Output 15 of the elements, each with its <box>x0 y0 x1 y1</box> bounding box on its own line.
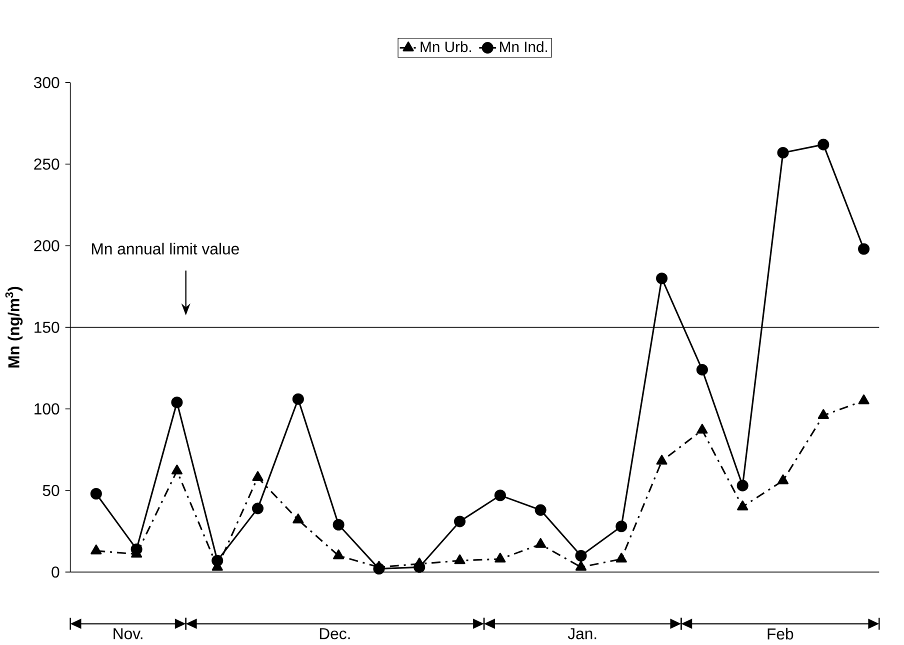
legend-label: Mn Ind. <box>500 41 548 52</box>
y-tick-label: 200 <box>34 240 60 252</box>
text: Dec. <box>320 628 350 640</box>
annotation: Mn annual limit value <box>92 242 239 255</box>
y-tick-label: 150 <box>34 322 60 333</box>
text: Jan. <box>568 628 596 640</box>
text: Nov. <box>114 628 142 640</box>
y-tick-label: 100 <box>34 403 60 415</box>
y-tick-label: 250 <box>34 158 60 170</box>
text: Feb <box>768 628 794 640</box>
legend-label: Mn Urb. <box>420 41 472 52</box>
y-axis-title: Mn (ng/m$^{3}$) <box>5 286 23 368</box>
y-tick-label: 0 <box>52 566 60 578</box>
y-tick-label: 300 <box>34 77 60 88</box>
y-tick-label: 50 <box>42 484 60 496</box>
